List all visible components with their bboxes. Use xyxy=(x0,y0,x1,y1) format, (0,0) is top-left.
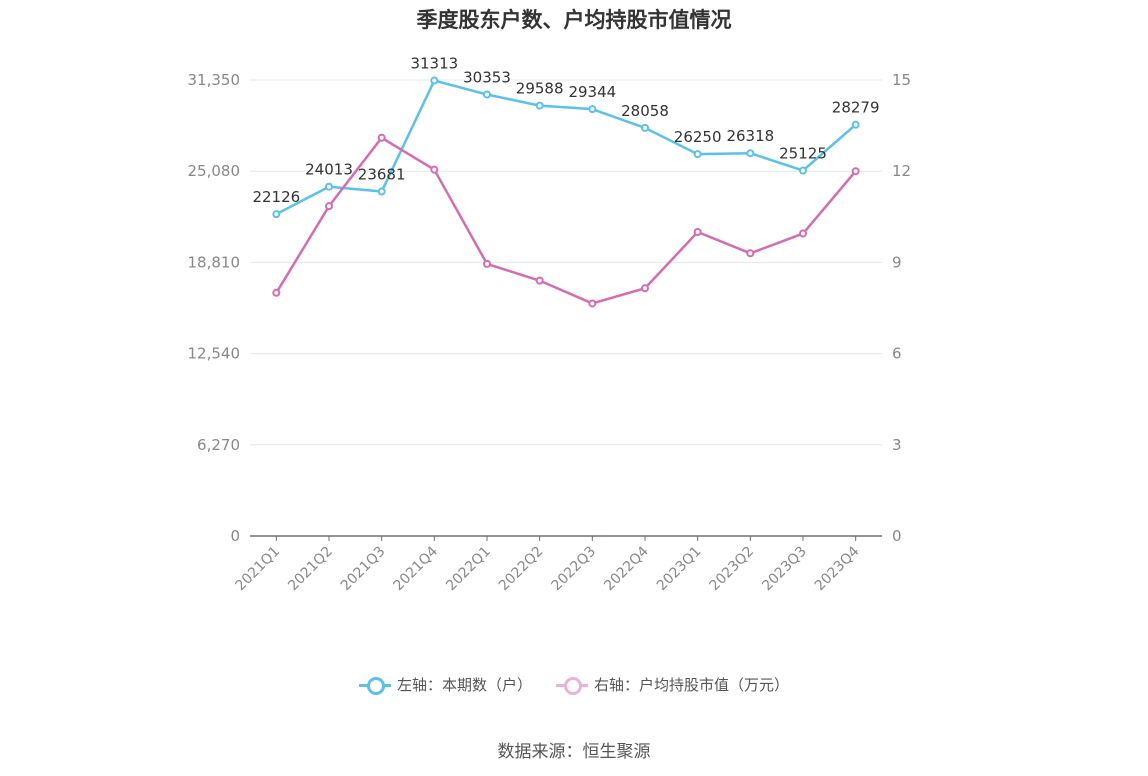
point-left xyxy=(799,166,807,175)
point-left xyxy=(377,187,386,196)
point-left xyxy=(535,101,544,110)
left-tick-label: 12,540 xyxy=(188,345,241,363)
data-label: 26250 xyxy=(674,128,722,146)
legend-item-right[interactable]: 右轴：户均持股市值（万元） xyxy=(556,674,789,695)
x-tick-label: 2022Q1 xyxy=(443,544,494,595)
point-left xyxy=(641,123,649,132)
legend-swatch-left xyxy=(358,675,391,695)
data-label: 23681 xyxy=(358,166,406,184)
point-right xyxy=(430,165,439,174)
x-tick-label: 2021Q4 xyxy=(391,543,442,594)
point-left xyxy=(588,105,597,114)
data-label: 31313 xyxy=(410,55,458,73)
left-tick-label: 25,080 xyxy=(188,162,241,180)
point-left xyxy=(483,90,491,99)
data-label: 28279 xyxy=(832,99,880,117)
x-tick-label: 2022Q2 xyxy=(496,544,547,595)
series-line-right xyxy=(275,136,857,305)
data-label: 22126 xyxy=(252,188,300,206)
chart-title: 季度股东户数、户均持股市值情况 xyxy=(416,8,732,32)
point-right xyxy=(693,228,702,236)
x-tick-label: 2023Q3 xyxy=(759,544,810,595)
x-tick-label: 2023Q4 xyxy=(812,543,863,594)
point-left xyxy=(851,120,860,129)
series-line-left xyxy=(275,79,857,216)
point-right xyxy=(325,202,333,211)
x-tick-label: 2021Q2 xyxy=(285,544,336,595)
point-left xyxy=(272,210,281,219)
point-right xyxy=(377,133,386,142)
right-tick-label: 9 xyxy=(892,253,902,271)
point-left xyxy=(325,182,333,191)
right-tick-label: 3 xyxy=(892,436,902,454)
data-label: 29588 xyxy=(516,80,564,98)
x-tick-label: 2022Q4 xyxy=(601,543,652,594)
left-tick-label: 0 xyxy=(230,527,240,545)
point-left xyxy=(746,149,755,158)
legend-swatch-right xyxy=(556,675,588,695)
point-right xyxy=(746,249,755,258)
x-tick-label: 2021Q1 xyxy=(233,544,284,595)
right-tick-label: 12 xyxy=(892,162,911,180)
x-tick-label: 2022Q3 xyxy=(549,544,600,595)
x-tick-label: 2023Q2 xyxy=(707,544,758,595)
right-tick-label: 15 xyxy=(892,71,911,89)
data-label: 26318 xyxy=(726,127,774,145)
legend-item-left[interactable]: 左轴：本期数（户） xyxy=(358,674,532,695)
data-source: 数据来源：恒生聚源 xyxy=(497,742,651,762)
legend: 左轴：本期数（户） 右轴：户均持股市值（万元） xyxy=(0,674,1148,695)
legend-label-right: 右轴：户均持股市值（万元） xyxy=(594,676,790,694)
left-tick-label: 18,810 xyxy=(188,253,241,271)
right-tick-label: 6 xyxy=(892,345,902,363)
data-label: 30353 xyxy=(463,69,511,87)
point-right xyxy=(272,288,281,297)
data-label: 29344 xyxy=(568,83,616,101)
left-tick-label: 6,270 xyxy=(197,436,240,454)
data-label: 24013 xyxy=(305,161,353,179)
x-tick-label: 2021Q3 xyxy=(338,544,389,595)
point-left xyxy=(693,150,702,159)
data-label: 28058 xyxy=(621,102,669,120)
point-right xyxy=(799,229,807,238)
point-right xyxy=(851,167,860,176)
chart-svg: 0 0 6,270 3 12,540 6 18,810 9 25,080 12 31,350 15 20… xyxy=(188,55,912,595)
right-tick-label: 0 xyxy=(892,527,902,545)
data-label: 25125 xyxy=(779,145,827,163)
point-right xyxy=(641,284,649,293)
point-right xyxy=(483,259,491,268)
left-tick-label: 31,350 xyxy=(188,71,241,89)
legend-label-left: 左轴：本期数（户） xyxy=(396,676,532,694)
x-tick-label: 2023Q1 xyxy=(654,544,705,595)
point-left xyxy=(430,76,439,85)
point-right xyxy=(535,276,544,285)
point-right xyxy=(588,299,597,308)
